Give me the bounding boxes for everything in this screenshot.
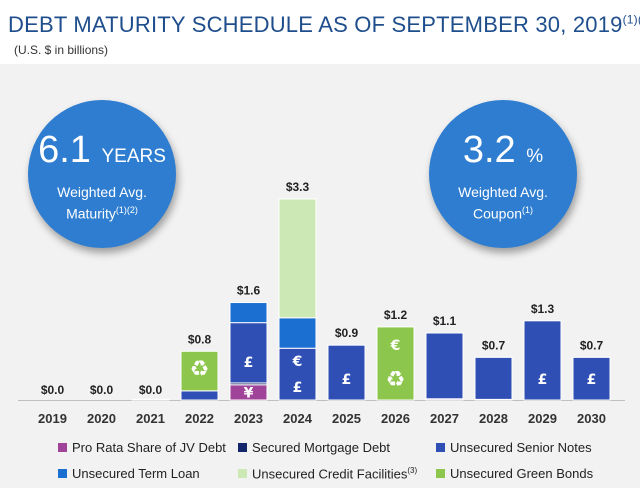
legend-label: Unsecured Term Loan: [72, 466, 200, 481]
bar-segment-2024-unsecured-credit-facilities: [278, 198, 317, 319]
legend-label: Secured Mortgage Debt: [252, 440, 391, 455]
legend-label: Pro Rata Share of JV Debt: [72, 440, 226, 455]
total-label-2025: $0.9: [335, 326, 359, 340]
legend-label: Unsecured Credit Facilities: [252, 466, 408, 482]
legend-label: Unsecured Green Bonds: [450, 466, 594, 481]
bar-segment-2029-unsecured-senior-notes: [523, 320, 562, 401]
legend-swatch: [238, 443, 247, 452]
legend-item-credit-facilities: Unsecured Credit Facilities(3): [238, 466, 417, 481]
recycle-icon: ♻: [190, 357, 210, 382]
x-tick-label-2026: 2026: [381, 411, 410, 426]
coupon-footnote: (1): [522, 205, 534, 215]
currency-symbol-2023: ¥: [244, 385, 254, 401]
bar-segment-2022-unsecured-senior-notes: [180, 390, 219, 401]
coupon-unit: %: [526, 146, 544, 167]
total-label-2021: $0.0: [139, 383, 163, 397]
currency-symbol-2026: €: [390, 338, 401, 354]
bar-segment-2022-unsecured-green-bonds: [180, 350, 219, 392]
page-title: DEBT MATURITY SCHEDULE AS OF SEPTEMBER 3…: [8, 12, 640, 38]
maturity-stat-circle: 6.1 YEARS Weighted Avg. Maturity(1)(2): [28, 100, 176, 248]
coupon-label-line2: Coupon: [472, 205, 523, 222]
maturity-label-line2: Maturity: [66, 205, 116, 222]
currency-symbol-2029: £: [538, 372, 548, 388]
x-tick-label-2022: 2022: [185, 411, 214, 426]
legend-item-secured-mortgage: Secured Mortgage Debt: [238, 440, 390, 455]
x-tick-label-2025: 2025: [332, 411, 361, 426]
bar-segment-2027-unsecured-senior-notes: [425, 332, 464, 400]
x-tick-label-2030: 2030: [577, 411, 606, 426]
bar-segment-2023-unsecured-senior-notes: [229, 322, 268, 384]
maturity-unit: YEARS: [101, 146, 166, 167]
x-tick-label-2021: 2021: [136, 411, 165, 426]
coupon-value: 3.2: [462, 129, 516, 171]
x-tick-label-2023: 2023: [234, 411, 263, 426]
legend-footnote: (3): [407, 466, 418, 475]
x-tick-label-2020: 2020: [87, 411, 116, 426]
maturity-label-line1: Weighted Avg.: [57, 184, 147, 200]
maturity-value: 6.1: [38, 129, 91, 171]
x-tick-label-2027: 2027: [430, 411, 459, 426]
coupon-stat-circle: 3.2 % Weighted Avg. Coupon(1): [429, 100, 577, 248]
legend-swatch: [58, 469, 67, 478]
bar-segment-2026-unsecured-green-bonds: [376, 326, 415, 401]
total-label-2027: $1.1: [433, 314, 457, 328]
x-tick-label-2028: 2028: [479, 411, 508, 426]
total-label-2020: $0.0: [90, 383, 114, 397]
total-label-2030: $0.7: [580, 338, 604, 352]
legend-item-green-bonds: Unsecured Green Bonds: [436, 466, 593, 481]
total-label-2023: $1.6: [237, 284, 261, 298]
coupon-label-line1: Weighted Avg.: [458, 184, 548, 200]
x-tick-label-2019: 2019: [38, 411, 67, 426]
currency-symbol-2024: €: [292, 354, 303, 370]
total-label-2019: $0.0: [41, 383, 65, 397]
units-subtitle: (U.S. $ in billions): [14, 43, 109, 57]
maturity-footnote: (1)(2): [115, 205, 138, 215]
legend-item-senior-notes: Unsecured Senior Notes: [436, 440, 592, 455]
legend-item-term-loan: Unsecured Term Loan: [58, 466, 200, 481]
bar-segment-2030-unsecured-senior-notes: [572, 356, 611, 401]
bar-segment-2024-unsecured-term-loan: [278, 317, 317, 349]
title-footnote: (1)(2): [622, 12, 640, 27]
title-text: DEBT MATURITY SCHEDULE AS OF SEPTEMBER 3…: [8, 12, 623, 37]
legend-swatch: [436, 443, 445, 452]
x-tick-label-2029: 2029: [528, 411, 557, 426]
legend-swatch: [58, 443, 67, 452]
total-label-2026: $1.2: [384, 308, 408, 322]
total-label-2029: $1.3: [531, 302, 555, 316]
bar-segment-2025-unsecured-senior-notes: [327, 344, 366, 401]
bar-segment-2021-pro-rata-share-of-jv-debt: [131, 398, 170, 401]
currency-symbol-2023: £: [244, 355, 254, 371]
legend-swatch: [436, 469, 445, 478]
total-label-2028: $0.7: [482, 338, 506, 352]
currency-symbol-2024: £: [293, 380, 303, 396]
currency-symbol-2025: £: [342, 372, 352, 388]
legend-swatch: [238, 469, 247, 479]
x-tick-label-2024: 2024: [283, 411, 313, 426]
total-label-2022: $0.8: [188, 332, 212, 346]
currency-symbol-2030: £: [587, 372, 597, 388]
legend-label: Unsecured Senior Notes: [450, 440, 592, 455]
bar-segment-2023-unsecured-term-loan: [229, 302, 268, 324]
total-label-2024: $3.3: [286, 180, 310, 194]
legend-item-jv-debt: Pro Rata Share of JV Debt: [58, 440, 226, 455]
bar-segment-2028-unsecured-senior-notes: [474, 356, 513, 400]
recycle-icon: ♻: [386, 368, 406, 393]
